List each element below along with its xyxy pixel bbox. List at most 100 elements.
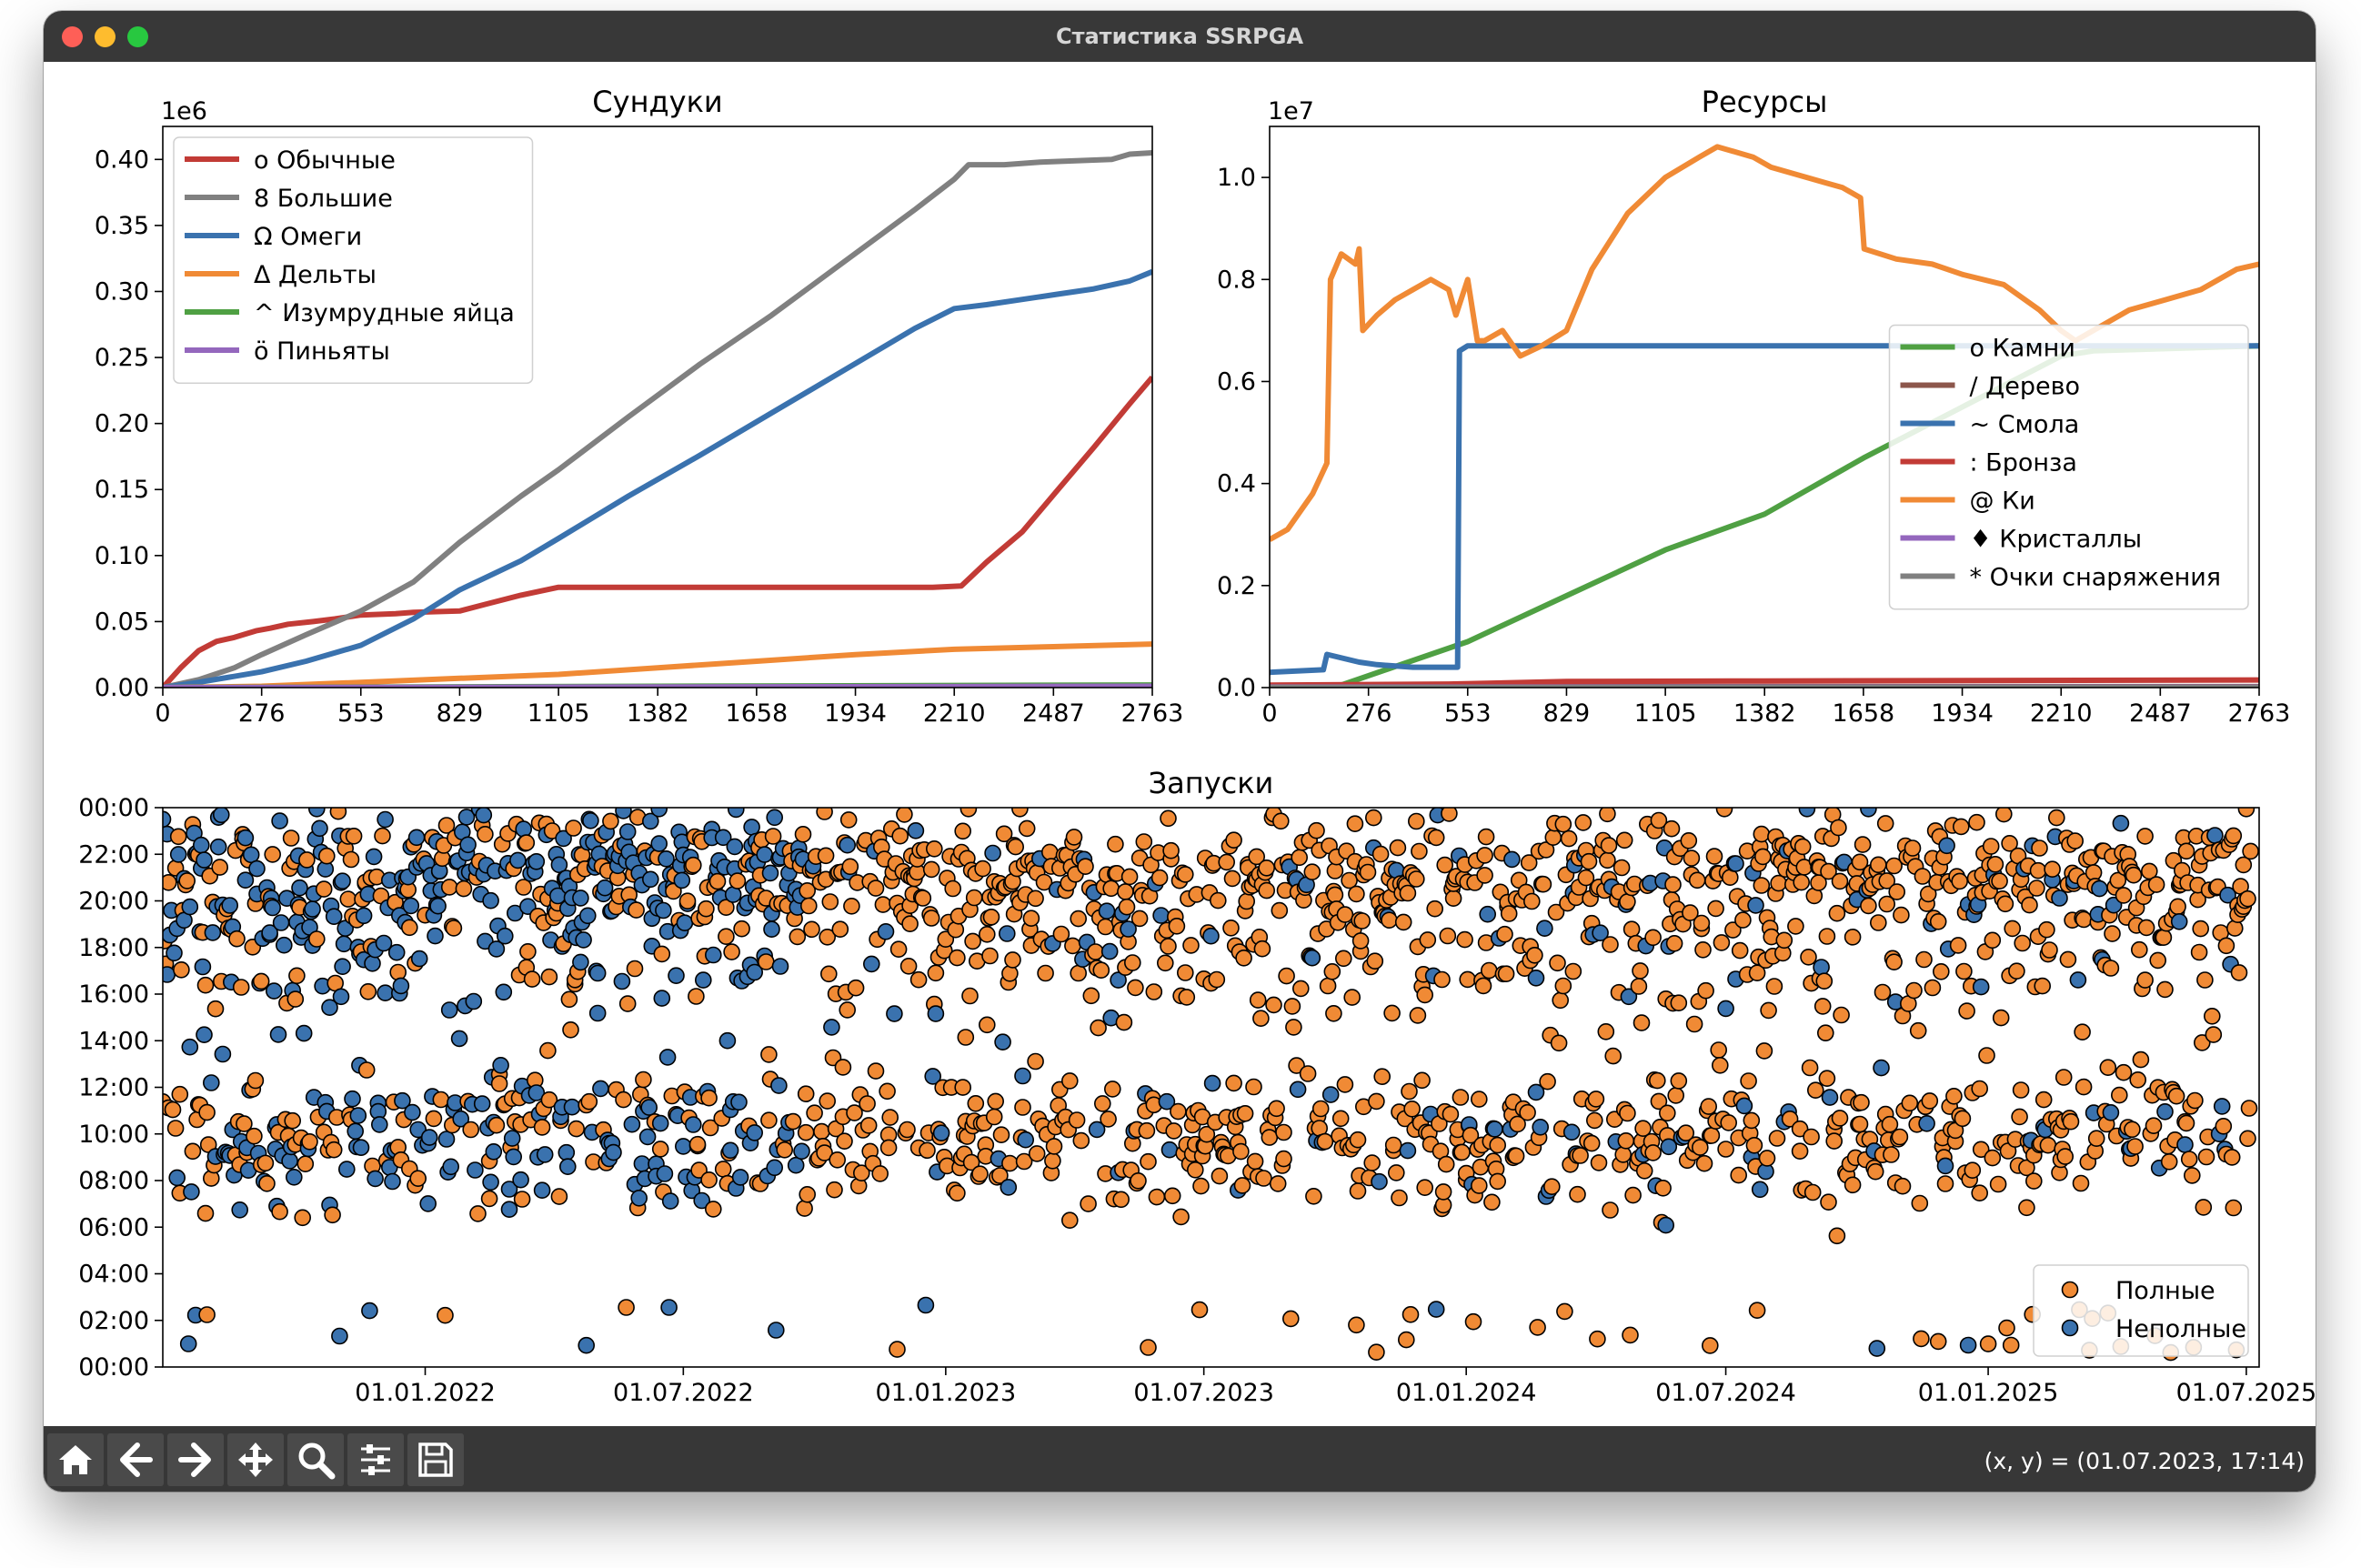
scatter-point — [539, 1041, 557, 1060]
scatter-point — [881, 1109, 899, 1126]
scatter-point — [181, 898, 199, 916]
scatter-point — [2225, 1199, 2243, 1217]
scatter-point — [209, 838, 227, 856]
scatter-point — [839, 836, 857, 854]
scatter-point — [1371, 845, 1390, 863]
scatter-point — [1037, 964, 1054, 982]
scatter-point — [2002, 1336, 2020, 1354]
scatter-point — [1497, 965, 1515, 983]
scatter-point — [440, 1001, 458, 1019]
scatter-point — [651, 1141, 669, 1158]
scatter-point — [361, 1302, 378, 1320]
pan-button[interactable] — [227, 1433, 284, 1486]
scatter-point — [1483, 1193, 1501, 1211]
scatter-point — [718, 1031, 737, 1050]
minimize-button[interactable] — [95, 26, 116, 47]
scatter-point — [2066, 832, 2084, 849]
scatter-point — [2105, 896, 2123, 914]
scatter-point — [1602, 936, 1619, 953]
scatter-point — [1235, 949, 1252, 967]
scatter-point — [2018, 1199, 2035, 1217]
zoom-icon — [298, 1442, 336, 1480]
legend-swatch — [2061, 1281, 2079, 1299]
scatter-point — [409, 1121, 427, 1139]
scatter-point — [214, 1045, 232, 1063]
scatter-point — [1098, 902, 1116, 920]
scatter-point — [364, 954, 381, 972]
scatter-point — [1833, 1006, 1850, 1024]
scatter-point — [1600, 837, 1618, 854]
scatter-point — [394, 1091, 411, 1110]
scatter-point — [1813, 998, 1832, 1015]
scatter-point — [558, 1143, 576, 1161]
back-button[interactable] — [107, 1433, 164, 1486]
scatter-point — [757, 953, 775, 970]
scatter-point — [193, 836, 210, 854]
scatter-point — [1248, 848, 1265, 866]
scatter-point — [660, 1299, 678, 1316]
scatter-point — [1152, 907, 1170, 924]
scatter-point — [979, 1016, 996, 1034]
zoom-rect-button[interactable] — [287, 1433, 344, 1486]
scatter-point — [1677, 1124, 1694, 1141]
scatter-point — [1187, 1161, 1204, 1179]
scatter-point — [1894, 1177, 1912, 1195]
forward-button[interactable] — [167, 1433, 224, 1486]
scatter-point — [256, 1154, 275, 1172]
scatter-point — [919, 1141, 936, 1160]
scatter-point — [2177, 842, 2195, 860]
scatter-point — [1831, 1110, 1849, 1127]
scatter-point — [1416, 1179, 1433, 1196]
scatter-point — [1577, 869, 1595, 887]
scatter-point — [294, 1209, 312, 1227]
scatter-point — [1278, 967, 1295, 985]
legend: Полные Неполные — [2033, 1264, 2249, 1357]
scatter-point — [1178, 989, 1196, 1006]
scatter-point — [1539, 1072, 1556, 1091]
scatter-point — [523, 970, 541, 988]
scatter-point — [653, 945, 671, 963]
zoom-button[interactable] — [127, 26, 148, 47]
scatter-point — [1255, 1170, 1272, 1187]
configure-subplots-button[interactable] — [347, 1433, 404, 1486]
scatter-point — [618, 1299, 635, 1316]
scatter-point — [325, 908, 343, 926]
scatter-point — [1527, 1083, 1545, 1101]
scatter-point — [746, 963, 764, 981]
scatter-point — [1303, 863, 1321, 881]
scatter-point — [1589, 1330, 1606, 1348]
x-tick-label: 2210 — [923, 699, 986, 728]
y-tick-label: 00:00 — [78, 1353, 149, 1382]
scatter-point — [1381, 911, 1398, 930]
scatter-point — [730, 1093, 748, 1111]
home-button[interactable] — [47, 1433, 104, 1486]
scatter-point — [728, 808, 745, 819]
scatter-point — [1045, 1138, 1063, 1155]
scatter-point — [1543, 1178, 1561, 1195]
close-button[interactable] — [62, 26, 83, 47]
save-button[interactable] — [407, 1433, 464, 1486]
scatter-point — [1507, 1147, 1525, 1165]
scatter-point — [384, 1172, 401, 1191]
scatter-point — [1702, 1337, 1719, 1354]
scatter-point — [183, 1183, 200, 1201]
scatter-point — [796, 1200, 813, 1217]
scatter-point — [1793, 873, 1810, 891]
y-tick-label: 0.40 — [95, 146, 149, 174]
figure-canvas[interactable]: 0 276 553 829 1105 1382 1658 1934 2210 2487 2763 0.… — [44, 62, 2316, 1426]
cursor-coordinates: (x, y) = (01.07.2023, 17:14) — [1984, 1448, 2305, 1474]
scatter-point — [1720, 1114, 1737, 1131]
scatter-point — [291, 879, 308, 897]
scatter-point — [1275, 1150, 1292, 1168]
scatter-point — [1252, 1010, 1270, 1027]
scatter-point — [1682, 904, 1699, 921]
scatter-point — [1319, 977, 1337, 995]
scatter-point — [630, 1190, 648, 1207]
scatter-point — [1035, 873, 1053, 891]
scatter-point — [1550, 1034, 1568, 1052]
scatter-point — [455, 879, 473, 898]
scatter-point — [355, 907, 373, 925]
scatter-point — [1705, 848, 1723, 865]
scatter-point — [568, 1120, 586, 1138]
scatter-point — [1918, 1115, 1935, 1132]
